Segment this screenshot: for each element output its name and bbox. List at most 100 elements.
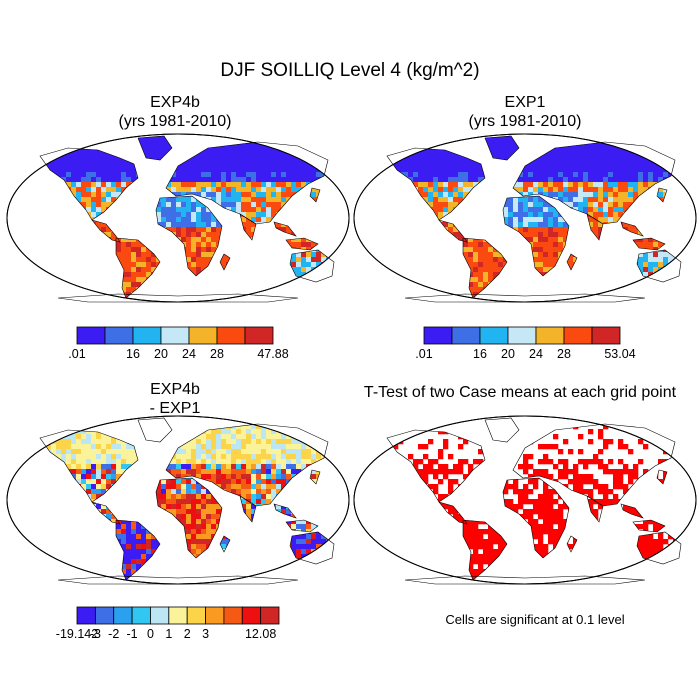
grid-cell <box>36 157 41 162</box>
grid-cell <box>121 132 126 137</box>
grid-cell <box>56 287 61 292</box>
grid-cell <box>91 167 96 172</box>
grid-cell <box>341 272 346 277</box>
grid-cell <box>281 137 286 142</box>
grid-cell <box>256 137 261 142</box>
grid-cell <box>341 182 346 187</box>
grid-cell <box>11 277 16 282</box>
grid-cell <box>26 167 31 172</box>
grid-cell <box>16 297 21 302</box>
grid-cell <box>336 272 341 277</box>
grid-cell <box>326 287 331 292</box>
grid-cell <box>46 137 51 142</box>
grid-cell <box>21 162 26 167</box>
grid-cell <box>71 142 76 147</box>
grid-cell <box>316 132 321 137</box>
grid-cell <box>6 187 11 192</box>
grid-cell <box>341 267 346 272</box>
grid-cell <box>61 132 66 137</box>
grid-cell <box>76 192 81 197</box>
grid-cell <box>21 292 26 297</box>
grid-cell <box>76 287 81 292</box>
grid-cell <box>76 297 81 302</box>
grid-cell <box>11 132 16 137</box>
grid-cell <box>11 272 16 277</box>
grid-cell <box>26 277 31 282</box>
grid-cell <box>56 132 61 137</box>
grid-cell <box>91 172 96 177</box>
grid-cell <box>296 147 301 152</box>
grid-cell <box>276 287 281 292</box>
grid-cell <box>146 302 151 307</box>
grid-cell <box>296 137 301 142</box>
grid-cell <box>61 167 66 172</box>
grid-cell <box>86 137 91 142</box>
grid-cell <box>341 277 346 282</box>
grid-cell <box>326 132 331 137</box>
grid-cell <box>71 187 76 192</box>
grid-cell <box>256 302 261 307</box>
grid-cell <box>81 137 86 142</box>
grid-cell <box>346 252 351 257</box>
grid-cell <box>341 157 346 162</box>
grid-cell <box>291 302 296 307</box>
grid-cell <box>31 277 36 282</box>
grid-cell <box>311 142 316 147</box>
grid-cell <box>306 292 311 297</box>
grid-cell <box>31 137 36 142</box>
grid-cell <box>151 302 156 307</box>
grid-cell <box>306 137 311 142</box>
grid-cell <box>306 132 311 137</box>
grid-cell <box>76 137 81 142</box>
grid-cell <box>61 142 66 147</box>
grid-cell <box>326 302 331 307</box>
grid-cell <box>341 302 346 307</box>
grid-cell <box>21 287 26 292</box>
grid-cell <box>36 137 41 142</box>
grid-cell <box>81 132 86 137</box>
grid-cell <box>346 257 351 262</box>
grid-cell <box>321 282 326 287</box>
grid-cell <box>261 297 266 302</box>
grid-cell <box>91 207 96 212</box>
grid-cell <box>266 137 271 142</box>
grid-cell <box>311 272 316 277</box>
grid-cell <box>56 132 61 137</box>
grid-cell <box>271 137 276 142</box>
grid-cell <box>71 302 76 307</box>
grid-cell <box>16 262 21 267</box>
grid-cell <box>31 142 36 147</box>
grid-cell <box>21 147 26 152</box>
grid-cell <box>11 142 16 147</box>
grid-cell <box>26 272 31 277</box>
grid-cell <box>31 272 36 277</box>
grid-cell <box>281 287 286 292</box>
grid-cell <box>156 302 161 307</box>
grid-cell <box>251 297 256 302</box>
grid-cell <box>76 287 81 292</box>
grid-cell <box>26 137 31 142</box>
grid-cell <box>21 152 26 157</box>
grid-cell <box>346 192 351 197</box>
grid-cell <box>336 172 341 177</box>
grid-cell <box>126 132 131 137</box>
grid-cell <box>21 172 26 177</box>
grid-cell <box>41 292 46 297</box>
grid-cell <box>61 162 66 167</box>
grid-cell <box>301 142 306 147</box>
grid-cell <box>11 142 16 147</box>
grid-cell <box>326 267 331 272</box>
map-panel-exp4b <box>6 132 351 307</box>
grid-cell <box>221 302 226 307</box>
grid-cell <box>311 272 316 277</box>
grid-cell <box>126 302 131 307</box>
grid-cell <box>21 297 26 302</box>
grid-cell <box>226 302 231 307</box>
grid-cell <box>111 297 116 302</box>
grid-cell <box>346 137 351 142</box>
grid-cell <box>301 297 306 302</box>
grid-cell <box>41 137 46 142</box>
grid-cell <box>36 292 41 297</box>
grid-cell <box>116 132 121 137</box>
grid-cell <box>326 287 331 292</box>
